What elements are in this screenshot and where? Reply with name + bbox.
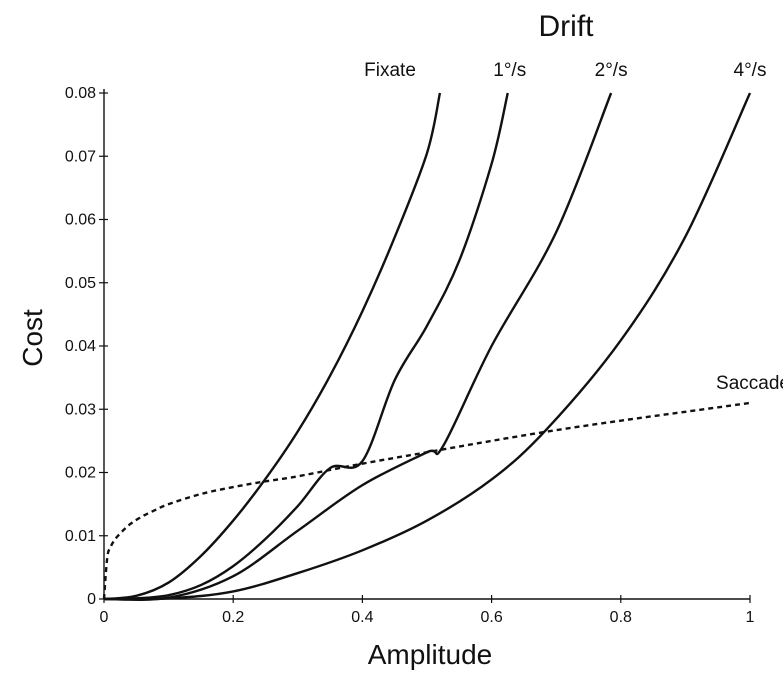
series-label: Saccade (716, 373, 783, 394)
series-layer (102, 92, 752, 601)
y-tick-label: 0.08 (65, 85, 96, 102)
drift-group-label: Drift (539, 10, 595, 43)
series-line-drift-3 (103, 92, 752, 601)
series-line-saccade (102, 401, 751, 600)
series-label: 4°/s (734, 60, 767, 81)
x-tick-label: 0.6 (480, 609, 502, 626)
y-tick-label: 0 (87, 591, 96, 608)
plot-area (103, 89, 750, 600)
series-line-drift-1 (103, 92, 509, 601)
x-axis: 0 0.2 0.4 0.6 0.8 1 (100, 595, 755, 626)
y-tick-label: 0.07 (65, 148, 96, 165)
y-tick-label: 0.03 (65, 401, 96, 418)
y-tick-label: 0.04 (65, 338, 96, 355)
x-tick-label: 0 (100, 609, 109, 626)
series-line-drift-0 (103, 92, 442, 601)
x-tick-label: 0.2 (222, 609, 244, 626)
series-line-drift-2 (103, 92, 613, 601)
y-tick-label: 0.06 (65, 212, 96, 229)
series-label: Fixate (364, 60, 416, 81)
x-axis-label: Amplitude (368, 639, 493, 670)
y-tick-label: 0.02 (65, 465, 96, 482)
y-tick-label: 0.01 (65, 528, 96, 545)
y-tick-label: 0.05 (65, 275, 96, 292)
y-axis: 0 0.01 0.02 0.03 0.04 0.05 0.06 0.07 0.08 (65, 85, 108, 608)
x-tick-label: 1 (746, 609, 755, 626)
series-label: 2°/s (595, 60, 628, 81)
x-tick-label: 0.8 (610, 609, 632, 626)
x-tick-label: 0.4 (351, 609, 373, 626)
series-label: 1°/s (493, 60, 526, 81)
labels-layer: Drift Amplitude Cost Fixate 1°/s 2°/s 4°/s S… (17, 10, 783, 670)
y-axis-label: Cost (17, 309, 48, 367)
